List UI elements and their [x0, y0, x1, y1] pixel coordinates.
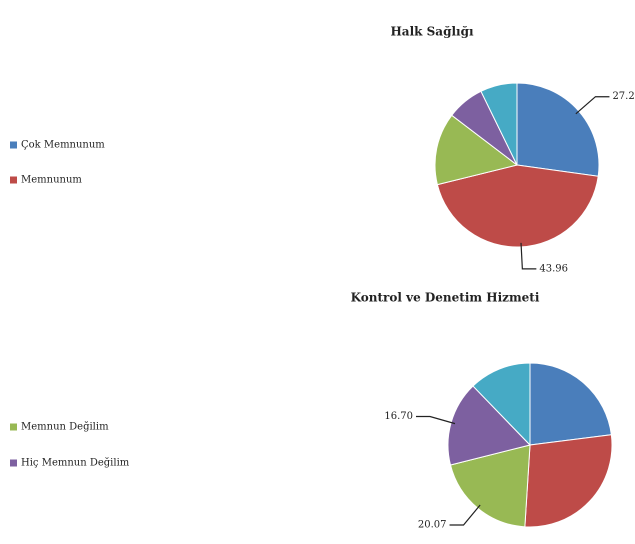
data-label: 43.96 — [539, 263, 568, 274]
legend-swatch — [10, 176, 17, 184]
leader-line — [575, 96, 610, 115]
leader-line — [520, 242, 537, 270]
chart-title: Halk Sağlığı — [390, 25, 474, 39]
data-label: 27.2 — [612, 91, 634, 102]
legend-swatch — [10, 459, 17, 467]
legend-label: Çok Memnunum — [21, 140, 105, 151]
data-label: 16.70 — [384, 411, 413, 422]
legend-label: Hiç Memnun Değilim — [21, 458, 130, 469]
legend-label: Memnun Değilim — [21, 422, 109, 433]
pie-slice — [472, 362, 531, 447]
pie-slice — [434, 114, 519, 186]
pie-slice — [529, 362, 612, 446]
leader-line — [449, 504, 481, 526]
legend-swatch — [10, 141, 17, 149]
legend-swatch — [10, 423, 17, 431]
pie-slice — [516, 82, 600, 177]
legend-label: Memnunum — [21, 175, 82, 186]
data-label: 20.07 — [418, 519, 447, 530]
pie-slice — [524, 434, 613, 528]
pie-slice — [480, 82, 518, 166]
chart-title: Kontrol ve Denetim Hizmeti — [351, 291, 540, 305]
leader-line — [415, 415, 456, 425]
